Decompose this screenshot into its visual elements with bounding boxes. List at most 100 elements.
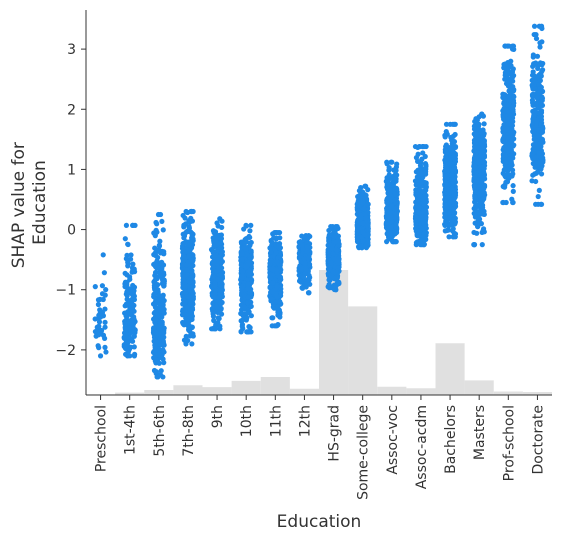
data-point xyxy=(153,329,159,335)
data-point xyxy=(243,223,249,229)
data-point xyxy=(500,137,506,143)
data-point xyxy=(417,180,423,186)
data-point xyxy=(297,239,304,245)
data-point xyxy=(394,172,400,178)
data-point xyxy=(539,62,545,68)
data-point xyxy=(189,341,195,347)
histogram-bar xyxy=(435,343,465,395)
data-point xyxy=(99,283,105,289)
data-point xyxy=(248,299,254,305)
data-point xyxy=(336,280,342,287)
data-point xyxy=(212,324,218,330)
data-point xyxy=(244,315,250,321)
data-point xyxy=(102,335,108,342)
data-point xyxy=(475,159,481,166)
data-point xyxy=(100,252,106,258)
data-point xyxy=(153,356,159,363)
data-point xyxy=(389,203,395,209)
data-point xyxy=(161,279,167,285)
data-point xyxy=(392,187,398,193)
x-tick-label: Preschool xyxy=(94,405,110,472)
data-point xyxy=(96,323,102,329)
data-point xyxy=(301,256,308,262)
data-point xyxy=(325,249,331,255)
data-point xyxy=(269,289,276,295)
data-point xyxy=(152,277,158,283)
data-point xyxy=(125,241,131,248)
data-point xyxy=(182,284,188,290)
data-point xyxy=(537,135,543,141)
data-point xyxy=(276,307,282,313)
data-point xyxy=(247,242,253,248)
data-point xyxy=(501,65,507,71)
data-point xyxy=(161,349,167,355)
histogram-bar xyxy=(289,388,319,395)
data-point xyxy=(538,113,545,120)
data-point xyxy=(384,175,390,181)
data-point xyxy=(179,312,186,318)
data-point xyxy=(187,284,193,290)
data-point xyxy=(125,348,132,354)
data-point xyxy=(445,195,451,201)
data-point xyxy=(245,294,251,300)
data-point xyxy=(219,258,225,265)
data-point xyxy=(476,184,482,190)
data-point xyxy=(332,232,339,238)
data-point xyxy=(529,153,535,159)
data-point xyxy=(508,138,515,144)
data-point xyxy=(481,121,487,127)
data-point xyxy=(102,344,108,350)
data-point xyxy=(152,245,158,251)
data-point xyxy=(102,306,108,312)
data-point xyxy=(181,235,187,241)
data-point xyxy=(131,302,137,309)
data-point xyxy=(214,304,220,310)
data-point xyxy=(102,292,108,298)
data-point xyxy=(447,199,453,206)
data-point xyxy=(443,148,449,154)
data-point xyxy=(96,345,102,351)
y-tick-label: 2 xyxy=(67,102,76,118)
data-point xyxy=(354,237,361,243)
data-point xyxy=(130,282,136,289)
data-point xyxy=(122,236,128,242)
data-point xyxy=(214,276,221,282)
data-point xyxy=(247,228,253,234)
data-point xyxy=(421,226,427,232)
data-point xyxy=(248,313,254,319)
data-point xyxy=(500,91,506,97)
data-point xyxy=(219,218,225,224)
data-point xyxy=(451,200,457,206)
data-point xyxy=(274,259,280,265)
data-point xyxy=(188,215,194,221)
data-point xyxy=(444,183,451,189)
data-point xyxy=(242,244,248,250)
data-point xyxy=(190,208,196,215)
data-point xyxy=(267,271,274,278)
data-point xyxy=(479,175,485,181)
data-point xyxy=(92,284,98,290)
data-point xyxy=(246,329,252,335)
data-point xyxy=(449,137,455,143)
data-point xyxy=(450,154,456,161)
data-point xyxy=(183,333,189,339)
data-point xyxy=(161,310,167,316)
data-point xyxy=(182,279,188,285)
y-tick-label: −2 xyxy=(55,343,76,359)
data-point xyxy=(97,307,103,313)
data-point xyxy=(92,328,98,335)
data-point xyxy=(188,299,194,305)
data-point xyxy=(153,338,159,344)
data-point xyxy=(152,250,159,256)
data-point xyxy=(393,211,399,217)
data-point xyxy=(269,323,275,329)
histogram-bar xyxy=(464,380,494,395)
data-point xyxy=(129,320,136,327)
data-point xyxy=(393,224,399,231)
data-point xyxy=(387,210,393,216)
data-point xyxy=(184,267,190,273)
y-tick-label: 1 xyxy=(67,162,76,178)
data-point xyxy=(212,281,218,287)
data-point xyxy=(354,228,360,234)
